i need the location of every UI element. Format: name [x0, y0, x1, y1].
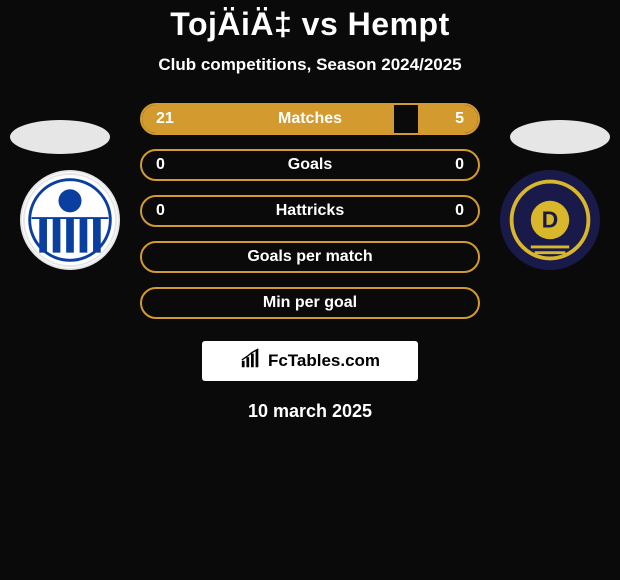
club-badge-left: [20, 170, 120, 270]
stat-value-left: 0: [156, 156, 165, 174]
stat-row-min-per-goal: Min per goal: [140, 287, 480, 319]
stats-column: 21 Matches 5 0 Goals 0 0 Hattricks 0 Goa…: [140, 103, 480, 319]
stat-label: Goals per match: [247, 248, 372, 266]
stat-value-right: 5: [455, 110, 464, 128]
date-label: 10 march 2025: [0, 401, 620, 422]
club-badge-right-icon: D: [502, 170, 598, 270]
stat-value-left: 0: [156, 202, 165, 220]
stat-fill-left: [142, 105, 394, 133]
comparison-card: TojÄiÄ‡ vs Hempt Club competitions, Seas…: [0, 0, 620, 580]
stat-fill-right: [418, 105, 478, 133]
stat-row-hattricks: 0 Hattricks 0: [140, 195, 480, 227]
page-subtitle: Club competitions, Season 2024/2025: [0, 55, 620, 75]
stat-label: Min per goal: [263, 294, 357, 312]
stat-label: Matches: [278, 110, 342, 128]
bar-chart-icon: [240, 348, 262, 375]
stat-value-right: 0: [455, 202, 464, 220]
brand-label: FcTables.com: [268, 351, 380, 371]
club-badge-left-icon: [22, 170, 118, 270]
page-title: TojÄiÄ‡ vs Hempt: [0, 6, 620, 43]
brand-box: FcTables.com: [202, 341, 418, 381]
svg-text:D: D: [542, 207, 559, 233]
stat-row-goals: 0 Goals 0: [140, 149, 480, 181]
stat-row-matches: 21 Matches 5: [140, 103, 480, 135]
stat-value-right: 0: [455, 156, 464, 174]
player-slot-left-base: [10, 120, 110, 154]
stat-row-goals-per-match: Goals per match: [140, 241, 480, 273]
player-slot-right-base: [510, 120, 610, 154]
stat-value-left: 21: [156, 110, 174, 128]
stat-label: Hattricks: [276, 202, 344, 220]
club-badge-right: D: [500, 170, 600, 270]
stat-label: Goals: [288, 156, 332, 174]
